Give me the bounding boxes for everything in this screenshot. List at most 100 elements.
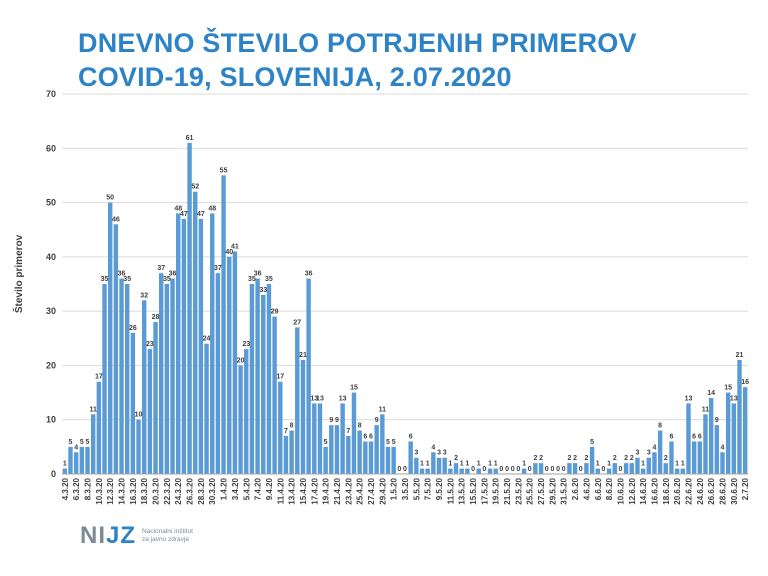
x-tick-label: 24.3.20 — [174, 477, 183, 504]
bar — [589, 446, 595, 474]
bar — [79, 446, 85, 474]
bar — [176, 213, 181, 474]
bar — [96, 381, 102, 474]
bar — [68, 446, 73, 474]
y-tick-label: 70 — [46, 89, 56, 99]
data-label: 5 — [386, 439, 390, 446]
x-tick-label: 6.3.20 — [72, 477, 81, 500]
x-tick-label: 4.3.20 — [61, 477, 70, 500]
data-label: 21 — [299, 352, 307, 359]
page-title: DNEVNO ŠTEVILO POTRJENIH PRIMEROV COVID-… — [78, 26, 637, 94]
data-label: 3 — [437, 450, 441, 457]
x-tick-label: 18.6.20 — [662, 477, 671, 504]
x-tick-label: 1.4.20 — [220, 477, 229, 500]
x-tick-label: 31.5.20 — [560, 477, 569, 504]
bar — [210, 213, 215, 474]
x-tick-label: 26.6.20 — [707, 477, 716, 504]
data-label: 5 — [69, 439, 73, 446]
bar — [164, 284, 170, 474]
bar — [107, 202, 113, 475]
bar — [340, 403, 345, 474]
bar — [652, 452, 657, 474]
x-tick-label: 10.6.20 — [616, 477, 625, 504]
data-label: 13 — [339, 395, 347, 402]
data-label: 27 — [293, 319, 301, 326]
x-tick-label: 16.3.20 — [129, 477, 138, 504]
bar — [363, 441, 368, 474]
x-tick-label: 21.5.20 — [503, 477, 512, 504]
bar — [521, 468, 527, 474]
x-tick-label: 15.4.20 — [299, 477, 308, 504]
bar — [606, 468, 612, 474]
data-label: 17 — [276, 374, 284, 381]
x-tick-label: 23.4.20 — [344, 477, 353, 504]
data-label: 5 — [80, 439, 84, 446]
data-label: 2 — [454, 455, 458, 462]
bar — [329, 425, 334, 474]
y-tick-label: 60 — [46, 143, 56, 153]
bar — [742, 387, 748, 474]
x-tick-label: 4.6.20 — [582, 477, 591, 500]
x-tick-label: 13.4.20 — [288, 477, 297, 504]
data-label: 4 — [721, 444, 725, 451]
x-tick-label: 26.3.20 — [186, 477, 195, 504]
bar — [448, 468, 453, 474]
logo-text-line-1: Nacionalni inštitut — [142, 528, 193, 535]
bar — [153, 322, 158, 474]
data-label: 0 — [528, 466, 532, 473]
data-label: 9 — [715, 417, 719, 424]
data-label: 1 — [465, 461, 469, 468]
data-label: 9 — [329, 417, 333, 424]
data-label: 13 — [685, 395, 693, 402]
bar — [266, 284, 272, 474]
data-label: 4 — [431, 444, 435, 451]
data-label: 15 — [350, 385, 358, 392]
bar — [572, 463, 578, 474]
x-tick-label: 6.6.20 — [594, 477, 603, 500]
bar — [187, 142, 192, 474]
x-tick-label: 12.3.20 — [106, 477, 115, 504]
bar — [283, 436, 289, 474]
y-tick-label: 40 — [46, 252, 56, 262]
bar — [567, 463, 572, 474]
data-label: 0 — [471, 466, 475, 473]
data-label: 2 — [664, 455, 668, 462]
data-label: 13 — [310, 395, 318, 402]
x-tick-label: 24.6.20 — [696, 477, 705, 504]
data-label: 2 — [573, 455, 577, 462]
x-tick-label: 19.5.20 — [492, 477, 501, 504]
bar — [306, 278, 311, 474]
bar — [425, 468, 430, 474]
data-label: 0 — [516, 466, 520, 473]
bar — [272, 316, 277, 474]
bar — [289, 430, 294, 474]
bar — [346, 436, 351, 474]
logo-mark-ni: NI — [80, 522, 106, 549]
data-label: 0 — [601, 466, 605, 473]
bar — [635, 457, 640, 474]
data-label: 6 — [670, 433, 674, 440]
bar — [737, 360, 742, 474]
x-tick-label: 9.4.20 — [265, 477, 274, 500]
data-label: 61 — [186, 135, 194, 142]
bar — [113, 224, 119, 474]
data-label: 29 — [271, 309, 279, 316]
bar — [221, 175, 226, 474]
bar — [380, 414, 385, 474]
x-tick-label: 5.4.20 — [242, 477, 251, 500]
bar — [414, 457, 419, 474]
bar — [663, 463, 669, 474]
bar — [357, 430, 362, 474]
bar — [629, 463, 634, 474]
data-label: 0 — [397, 466, 401, 473]
x-tick-label: 2.7.20 — [741, 477, 750, 500]
x-tick-label: 15.5.20 — [469, 477, 478, 504]
bar — [62, 468, 68, 474]
bar — [703, 414, 708, 474]
data-label: 1 — [681, 461, 685, 468]
data-label: 6 — [369, 433, 373, 440]
x-tick-label: 11.4.20 — [276, 477, 285, 504]
data-label: 36 — [118, 271, 126, 278]
bar — [130, 332, 136, 474]
bar — [476, 468, 481, 474]
